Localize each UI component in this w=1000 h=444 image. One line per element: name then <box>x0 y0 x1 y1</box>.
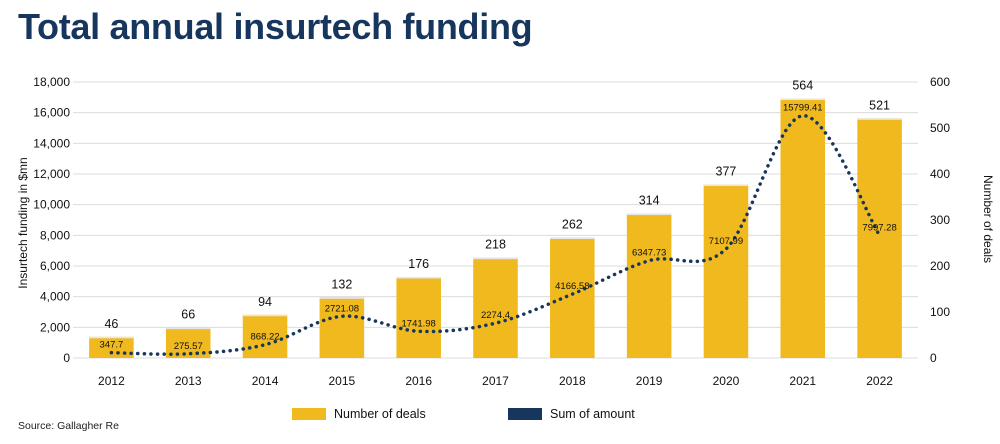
x-tick-label: 2021 <box>789 374 816 388</box>
deal-label: 46 <box>104 317 118 331</box>
amount-label: 275.57 <box>174 341 203 352</box>
deal-label: 176 <box>408 257 429 271</box>
left-axis-ticks: 0 2,000 4,000 6,000 8,000 10,000 12,000 14,000 1… <box>33 75 70 365</box>
amount-label: 7997.28 <box>862 222 896 233</box>
deal-bar-cap <box>89 336 134 339</box>
amount-label: 868.22 <box>251 332 280 343</box>
x-tick-label: 2019 <box>636 374 663 388</box>
deal-label: 132 <box>331 277 352 291</box>
deal-label: 564 <box>792 79 813 93</box>
y-tick-label: 16,000 <box>33 106 70 120</box>
deal-label: 218 <box>485 238 506 252</box>
deal-bar <box>857 118 902 358</box>
y-tick-label: 18,000 <box>33 75 70 89</box>
x-tick-label: 2018 <box>559 374 586 388</box>
deal-labels: 46 66 94 132 176 218 262 314 377 564 521 <box>104 79 890 331</box>
x-axis-ticks: 2012 2013 2014 2015 2016 2017 2018 2019 2020 2021… <box>98 374 893 388</box>
deal-bar <box>396 277 441 358</box>
y2-tick-label: 600 <box>930 75 950 89</box>
y-tick-label: 8,000 <box>40 228 70 242</box>
legend-label-amount: Sum of amount <box>550 407 635 421</box>
deal-label: 521 <box>869 98 890 112</box>
x-tick-label: 2014 <box>252 374 279 388</box>
y2-tick-label: 400 <box>930 167 950 181</box>
y2-tick-label: 300 <box>930 213 950 227</box>
y2-axis-label: Number of deals <box>981 175 995 263</box>
amount-label: 7107.99 <box>709 236 743 247</box>
deal-bar-cap <box>165 327 211 330</box>
deal-bar <box>473 257 518 358</box>
legend-swatch-deals <box>292 408 326 420</box>
deal-bar-cap <box>242 314 288 317</box>
deal-bar-cap <box>550 237 595 239</box>
deal-bar <box>319 297 365 358</box>
x-tick-label: 2013 <box>175 374 202 388</box>
legend-swatch-amount <box>508 408 542 420</box>
y-tick-label: 0 <box>63 351 70 365</box>
deal-bar-cap <box>703 184 749 187</box>
x-tick-label: 2020 <box>713 374 740 388</box>
deal-bar <box>89 336 134 358</box>
x-tick-label: 2022 <box>866 374 893 388</box>
deal-label: 377 <box>716 165 737 179</box>
y2-tick-label: 200 <box>930 259 950 273</box>
y-tick-label: 4,000 <box>40 290 70 304</box>
amount-label: 6347.73 <box>632 248 666 259</box>
x-tick-label: 2016 <box>405 374 432 388</box>
amount-labels: 347.7 275.57 868.22 2721.08 1741.98 2274.4 416… <box>100 103 897 352</box>
amount-label: 2721.08 <box>325 303 359 314</box>
chart-title: Total annual insurtech funding <box>18 6 533 47</box>
y-tick-label: 2,000 <box>40 320 70 334</box>
amount-label: 347.7 <box>100 340 124 351</box>
x-tick-label: 2017 <box>482 374 509 388</box>
deal-bar-cap <box>473 257 518 260</box>
deal-bar <box>626 213 672 358</box>
y2-tick-label: 500 <box>930 121 950 135</box>
legend: Number of deals Sum of amount <box>292 407 635 421</box>
x-tick-label: 2012 <box>98 374 125 388</box>
y-tick-label: 12,000 <box>33 167 70 181</box>
deal-bar <box>780 98 826 358</box>
deal-bar <box>550 237 595 358</box>
deal-bar-cap <box>780 98 826 101</box>
amount-label: 1741.98 <box>402 318 436 329</box>
y2-tick-label: 0 <box>930 351 937 365</box>
deal-label: 66 <box>181 308 195 322</box>
deal-bar-cap <box>319 297 365 299</box>
deal-bar <box>242 314 288 358</box>
deal-bars <box>89 98 902 358</box>
deal-bar-cap <box>626 213 672 216</box>
legend-label-deals: Number of deals <box>334 407 426 421</box>
deal-label: 94 <box>258 295 272 309</box>
deal-bar-cap <box>857 118 902 120</box>
y2-tick-label: 100 <box>930 305 950 319</box>
source-note: Source: Gallagher Re <box>18 420 119 432</box>
amount-label: 2274.4 <box>481 310 510 321</box>
y-tick-label: 14,000 <box>33 136 70 150</box>
x-tick-label: 2015 <box>329 374 356 388</box>
amount-label: 4166.58 <box>555 281 589 292</box>
amount-line <box>109 113 882 356</box>
y-tick-label: 10,000 <box>33 198 70 212</box>
deal-bar-cap <box>396 277 441 279</box>
deal-label: 262 <box>562 217 583 231</box>
y-axis-label: Insurtech funding in $mn <box>16 157 30 288</box>
deal-bar <box>703 184 749 358</box>
y-tick-label: 6,000 <box>40 259 70 273</box>
deal-label: 314 <box>639 194 660 208</box>
amount-label: 15799.41 <box>783 103 823 114</box>
right-axis-ticks: 0 100 200 300 400 500 600 <box>930 75 950 365</box>
